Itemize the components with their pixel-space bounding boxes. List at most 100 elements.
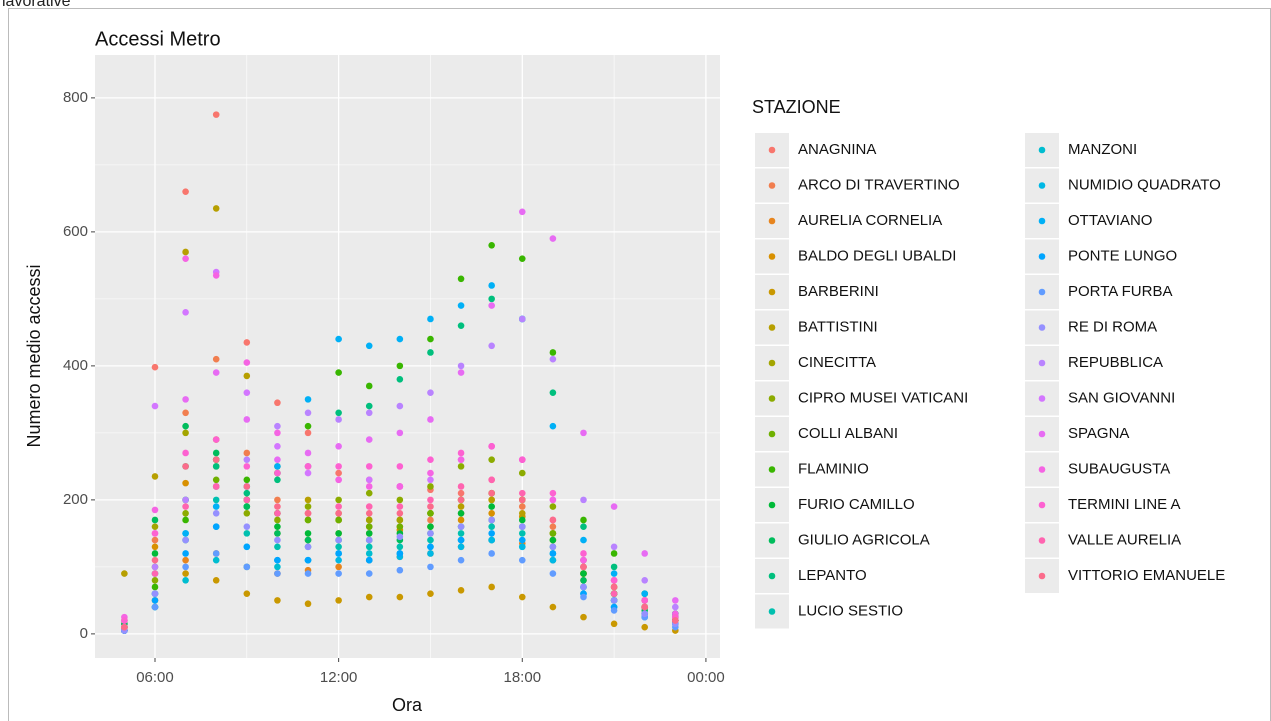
- point: [182, 422, 189, 430]
- point: [335, 536, 342, 544]
- point: [396, 550, 404, 557]
- point: [365, 516, 373, 524]
- legend-label: GIULIO AGRICOLA: [798, 531, 930, 548]
- point: [365, 463, 373, 470]
- point: [243, 590, 251, 597]
- point: [121, 570, 128, 577]
- x-axis-title: Ora: [392, 695, 423, 715]
- point: [610, 543, 618, 551]
- point: [243, 463, 251, 470]
- point: [427, 469, 434, 477]
- point: [304, 600, 312, 608]
- point: [335, 597, 342, 604]
- point: [243, 503, 251, 510]
- point: [304, 556, 312, 564]
- point: [212, 456, 220, 463]
- point: [335, 335, 342, 343]
- point: [365, 550, 373, 557]
- legend-label: BARBERINI: [798, 283, 879, 300]
- point: [488, 509, 495, 517]
- point: [427, 543, 434, 551]
- point: [151, 402, 159, 410]
- legend-label: LUCIO SESTIO: [798, 602, 903, 619]
- point: [151, 590, 159, 597]
- point: [274, 563, 281, 571]
- point: [549, 389, 557, 396]
- point: [365, 382, 373, 390]
- legend-marker: [1038, 359, 1046, 367]
- point: [151, 530, 159, 537]
- legend-marker: [768, 466, 776, 473]
- point: [610, 583, 618, 591]
- legend-marker: [1038, 217, 1046, 225]
- legend-marker: [768, 182, 776, 189]
- legend-label: BALDO DEGLI UBALDI: [798, 247, 956, 264]
- point: [274, 429, 281, 437]
- point: [488, 530, 495, 537]
- point: [580, 613, 587, 621]
- point: [243, 543, 251, 551]
- legend-label: FURIO CAMILLO: [798, 496, 915, 513]
- point: [335, 416, 342, 423]
- legend-label: VALLE AURELIA: [1068, 531, 1181, 548]
- point: [212, 436, 220, 443]
- point: [396, 483, 404, 490]
- point: [212, 463, 220, 470]
- point: [335, 509, 342, 517]
- legend-title: STAZIONE: [752, 97, 841, 117]
- point: [488, 241, 495, 249]
- x-tick-label: 06:00: [136, 669, 174, 686]
- point: [457, 456, 465, 463]
- legend-marker: [1038, 572, 1046, 580]
- point: [365, 570, 373, 577]
- point: [335, 469, 342, 477]
- y-tick-label: 800: [63, 89, 88, 106]
- x-tick-label: 00:00: [687, 669, 725, 686]
- legend-marker: [1038, 324, 1046, 331]
- point: [335, 463, 342, 470]
- legend-marker: [768, 430, 776, 438]
- legend-label: TERMINI LINE A: [1068, 496, 1181, 513]
- point: [549, 543, 557, 551]
- point: [151, 576, 159, 584]
- legend-marker: [768, 501, 776, 509]
- x-tick-label: 18:00: [504, 669, 542, 686]
- point: [365, 483, 373, 490]
- point: [427, 496, 434, 504]
- point: [641, 603, 649, 611]
- point: [274, 509, 281, 517]
- point: [549, 530, 557, 537]
- legend-label: OTTAVIANO: [1068, 212, 1152, 229]
- legend-marker: [768, 288, 776, 296]
- point: [457, 523, 465, 530]
- point: [182, 516, 189, 524]
- point: [151, 516, 159, 524]
- point: [427, 563, 434, 571]
- point: [396, 335, 404, 343]
- point: [457, 556, 465, 564]
- point: [274, 399, 281, 407]
- point: [365, 402, 373, 410]
- point: [580, 496, 587, 504]
- point: [182, 563, 189, 571]
- point: [518, 523, 526, 530]
- point: [151, 363, 159, 371]
- point: [151, 506, 159, 514]
- point: [396, 362, 404, 370]
- point: [243, 372, 251, 380]
- point: [427, 315, 434, 323]
- point: [304, 469, 312, 477]
- legend-marker: [768, 608, 776, 615]
- point: [396, 503, 404, 510]
- legend-marker: [768, 359, 776, 367]
- legend-label: ARCO DI TRAVERTINO: [798, 176, 960, 193]
- point: [304, 429, 312, 437]
- point: [549, 496, 557, 504]
- point: [549, 516, 557, 524]
- point: [182, 188, 189, 195]
- point: [427, 536, 434, 544]
- legend-background: [752, 128, 1262, 628]
- point: [549, 355, 557, 363]
- point: [365, 543, 373, 551]
- point: [396, 566, 404, 574]
